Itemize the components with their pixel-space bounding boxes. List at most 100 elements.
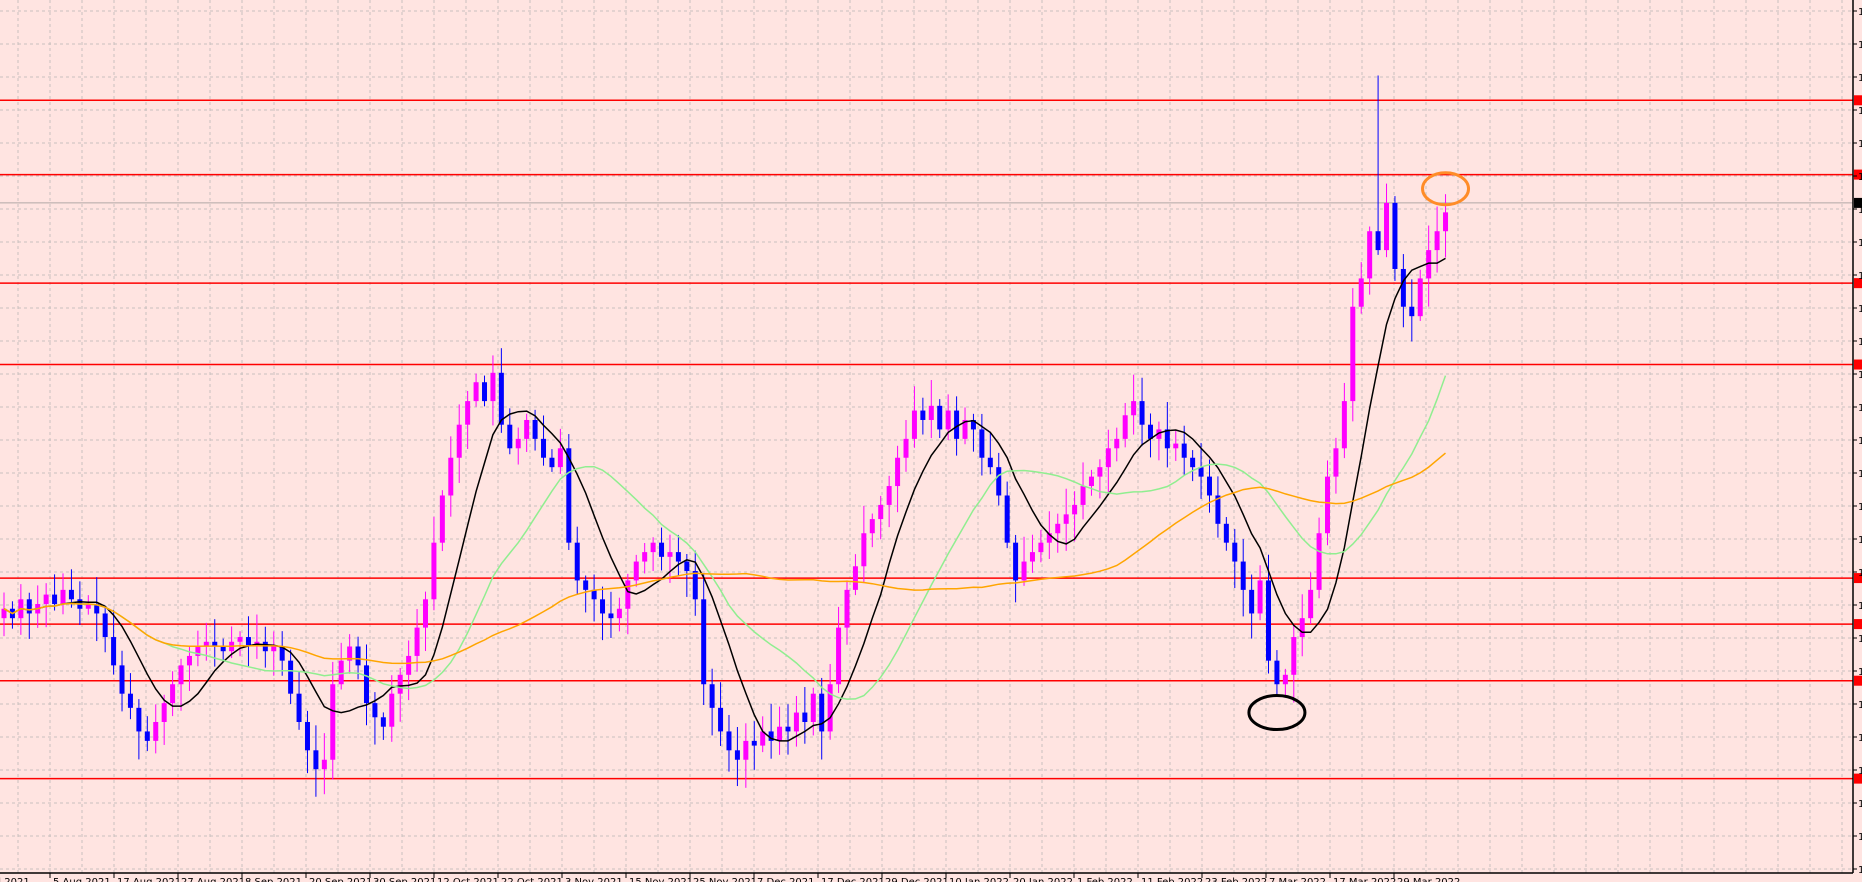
bear-candle xyxy=(659,542,665,557)
level-price-marker xyxy=(1854,675,1862,686)
bull-candle xyxy=(1,608,7,619)
bear-candle xyxy=(372,703,378,718)
y-tick-label: 1 xyxy=(1858,7,1862,18)
bear-candle xyxy=(768,731,774,741)
bear-candle xyxy=(355,646,361,666)
y-tick-label: 1 xyxy=(1858,799,1862,810)
bull-candle xyxy=(1097,467,1103,477)
y-tick-label: 1 xyxy=(1858,238,1862,249)
y-tick-label: 1 xyxy=(1858,436,1862,447)
bull-candle xyxy=(1072,504,1078,515)
bear-candle xyxy=(94,604,100,614)
y-tick-label: 1 xyxy=(1858,370,1862,381)
bear-candle xyxy=(26,599,32,614)
bull-candle xyxy=(515,438,521,449)
bear-candle xyxy=(380,717,386,727)
horizontal-levels[interactable] xyxy=(0,95,1862,784)
level-price-marker xyxy=(1854,169,1862,180)
y-tick-label: 1 xyxy=(1858,634,1862,645)
bull-candle xyxy=(1291,637,1297,675)
bull-candle xyxy=(945,410,951,430)
x-tick-label: 20 Jan 2022 xyxy=(1013,877,1073,882)
x-tick-label: 25 Nov 2021 xyxy=(693,877,757,882)
bull-candle xyxy=(1316,533,1322,590)
bull-candle xyxy=(616,608,622,619)
x-tick-label: 29 Dec 2021 xyxy=(885,877,949,882)
x-tick-label: 17 Mar 2022 xyxy=(1333,877,1396,882)
bear-candle xyxy=(1232,542,1238,562)
moving-average-20 xyxy=(3,375,1447,700)
x-tick-label: 22 Oct 2021 xyxy=(501,877,563,882)
bear-candle xyxy=(574,542,580,581)
y-tick-label: 1 xyxy=(1858,535,1862,546)
bear-candle xyxy=(127,693,133,708)
high-circle-marker[interactable] xyxy=(1421,171,1471,207)
bull-candle xyxy=(1358,278,1364,307)
y-tick-label: 1 xyxy=(1858,832,1862,843)
y-tick-label: 1 xyxy=(1858,766,1862,777)
bear-candle xyxy=(1409,306,1415,317)
bull-candle xyxy=(456,424,462,458)
y-tick-label: 1 xyxy=(1858,172,1862,183)
bull-candle xyxy=(827,684,833,732)
bull-candle xyxy=(43,594,49,605)
level-price-marker xyxy=(1854,773,1862,784)
level-price-marker xyxy=(1854,619,1862,630)
bull-candle xyxy=(777,726,783,741)
bear-candle xyxy=(1240,561,1246,590)
bull-candle xyxy=(1367,231,1373,279)
y-tick-label: 1 xyxy=(1858,601,1862,612)
y-tick-label: 1 xyxy=(1858,271,1862,282)
bear-candle xyxy=(1190,457,1196,468)
bull-candle xyxy=(903,438,909,458)
level-price-marker xyxy=(1854,573,1862,584)
bull-candle xyxy=(1029,552,1035,562)
bull-candle xyxy=(642,552,648,562)
bear-candle xyxy=(1181,443,1187,458)
bull-candle xyxy=(1325,476,1331,534)
bull-candle xyxy=(1055,523,1061,534)
bear-candle xyxy=(549,457,555,468)
moving-average-8 xyxy=(3,257,1446,742)
y-tick-label: 1 xyxy=(1858,502,1862,513)
bear-candle xyxy=(136,707,142,732)
x-tick-label: 1 Feb 2022 xyxy=(1077,877,1133,882)
bear-candle xyxy=(709,684,715,708)
bear-candle xyxy=(987,457,993,468)
bull-candle xyxy=(1105,448,1111,468)
x-tick-label: 7 Dec 2021 xyxy=(757,877,815,882)
bear-candle xyxy=(102,613,108,638)
low-circle-marker[interactable] xyxy=(1247,694,1307,732)
x-tick-label: 17 Aug 2021 xyxy=(117,877,181,882)
bear-candle xyxy=(701,599,707,685)
y-tick-label: 1 xyxy=(1858,139,1862,150)
bear-candle xyxy=(111,637,117,666)
bear-candle xyxy=(726,731,732,751)
bull-candle xyxy=(1114,438,1120,449)
annotations[interactable] xyxy=(1247,171,1471,732)
y-axis-labels: 1 1 1 1 1 1 1 1 1 1 1 1 1 1 1 1 1 1 1 1 1 1 1 1 1 1 1 xyxy=(1853,7,1862,876)
bull-candle xyxy=(490,372,496,402)
bear-candle xyxy=(1274,660,1280,685)
y-tick-label: 1 xyxy=(1858,106,1862,117)
bull-candle xyxy=(869,519,875,534)
y-tick-label: 1 xyxy=(1858,40,1862,51)
bear-candle xyxy=(979,429,985,458)
x-tick-label: 30 Sep 2021 xyxy=(373,877,436,882)
bear-candle xyxy=(583,580,589,590)
bull-candle xyxy=(1131,401,1137,416)
bear-candle xyxy=(1215,495,1221,524)
current-price-marker xyxy=(1854,197,1862,208)
candles xyxy=(1,75,1449,797)
bull-candle xyxy=(1426,250,1432,279)
x-tick-label: 7 Mar 2022 xyxy=(1269,877,1326,882)
bull-candle xyxy=(1299,618,1305,638)
bear-candle xyxy=(1266,580,1271,661)
y-tick-label: 1 xyxy=(1858,73,1862,84)
bull-candle xyxy=(1080,486,1086,505)
x-tick-label: 29 Mar 2022 xyxy=(1397,877,1460,882)
bull-candle xyxy=(186,655,192,666)
bear-candle xyxy=(68,589,74,600)
